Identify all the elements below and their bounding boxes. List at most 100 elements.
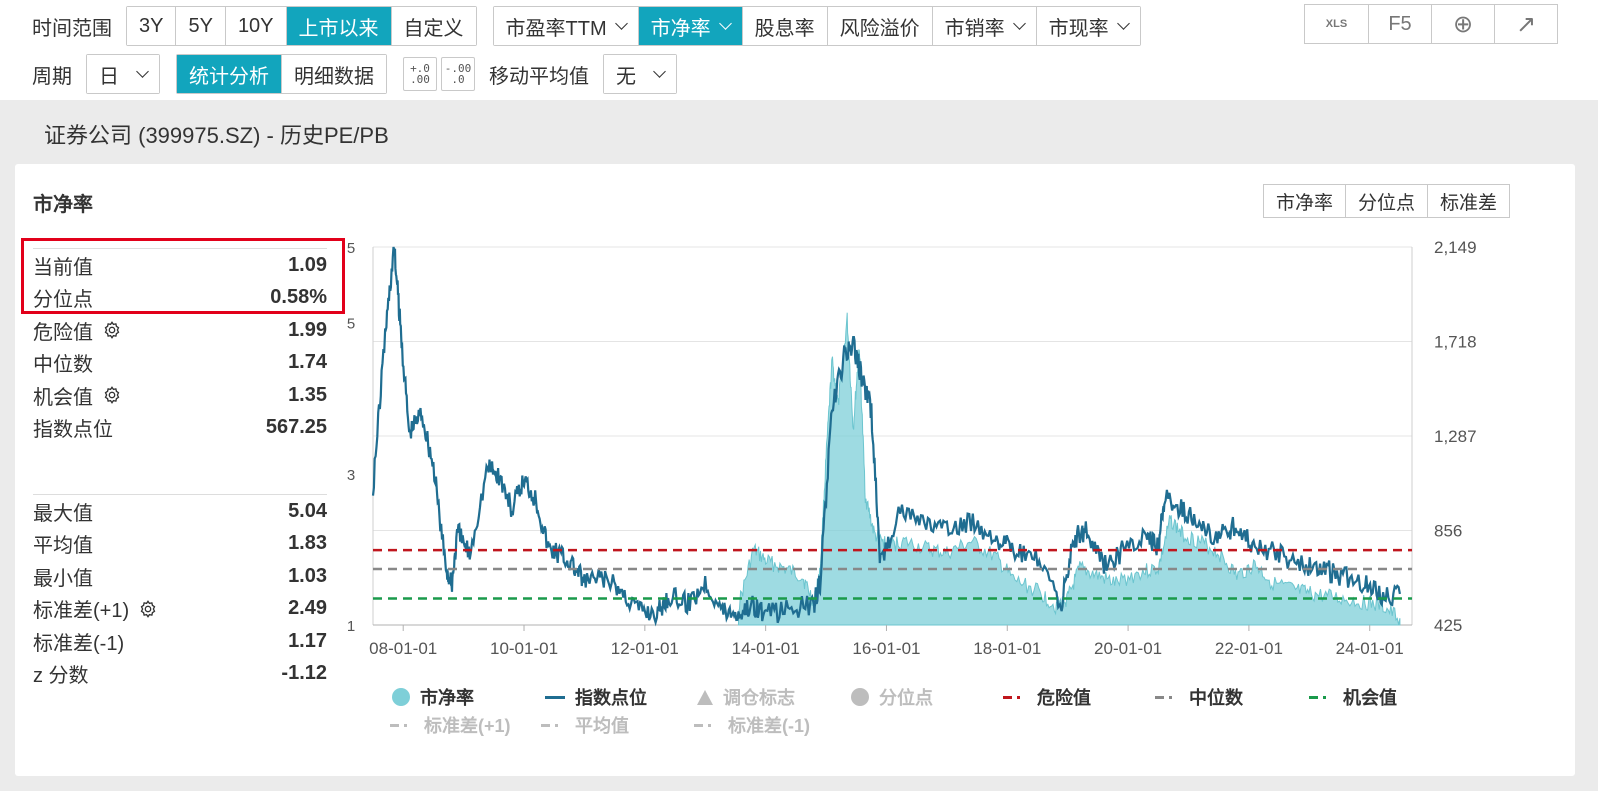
gear-icon[interactable] [139,599,157,618]
stat-label-text: 标准差(-1) [33,632,125,655]
add-icon[interactable]: ⊕ [1431,5,1494,43]
gear-icon[interactable] [103,386,121,405]
legend-label: 市净率 [420,688,474,708]
open-external-icon[interactable]: ↗ [1494,5,1557,43]
metric-tab-0[interactable]: 市盈率TTM [493,7,638,45]
metric-tab-2-label: 股息率 [754,17,815,40]
view-tab-0[interactable]: 统计分析 [177,55,281,93]
gear-icon[interactable] [103,321,121,340]
legend-item[interactable]: 中位数 [1155,684,1243,710]
stat-value: 1.03 [288,564,327,587]
period-value: 日 [99,65,119,88]
stat-label: z 分数 [33,659,89,688]
legend-item[interactable]: 调仓标志 [697,684,795,710]
action-icon-group: XLS F5 ⊕ ↗ [1304,4,1558,44]
period-select[interactable]: 日 [86,54,160,94]
ma-dropdown[interactable]: 无 [604,55,676,93]
stat-label-text: 平均值 [33,535,93,558]
time-range-4[interactable]: 自定义 [390,7,476,45]
circle-icon [851,688,869,706]
view-tab-1[interactable]: 明细数据 [281,55,386,93]
stat-label-text: 危险值 [33,321,93,344]
time-range-4-label: 自定义 [403,17,464,40]
dash-icon [541,723,565,727]
metric-tab-0-label: 市盈率TTM [505,17,607,40]
time-range-0-label: 3Y [139,14,164,37]
line-icon [545,695,565,699]
stat-label: 机会值 [33,381,121,410]
chevron-down-icon [1116,16,1130,30]
stat-label-text: 标准差(+1) [33,600,130,623]
metric-tab-4[interactable]: 市销率 [931,7,1036,45]
metric-tab-4-label: 市销率 [944,17,1005,40]
chevron-down-icon [136,64,149,78]
metric-tab-2[interactable]: 股息率 [741,7,827,45]
stat-row: 指数点位 567.25 [33,412,327,445]
period-dropdown[interactable]: 日 [87,55,159,93]
time-range-1-label: 5Y [188,14,213,37]
legend-item[interactable]: 标准差(+1) [390,712,511,738]
legend-label: 机会值 [1343,688,1397,708]
dash-icon [1155,695,1179,699]
ma-value: 无 [616,65,636,88]
stat-label: 当前值 [33,251,93,280]
stat-label-text: 机会值 [33,386,93,409]
metric-tab-1[interactable]: 市净率 [637,7,742,45]
legend-label: 危险值 [1037,688,1091,708]
decimal-increase-label: +.0 .00 [410,62,430,86]
legend-label: 平均值 [575,716,629,736]
stat-row: z 分数 -1.12 [33,658,327,691]
chart-mode-tab-0[interactable]: 市净率 [1264,185,1346,217]
view-tab-1-label: 明细数据 [294,65,374,88]
legend-item[interactable]: 市净率 [392,684,474,710]
time-range-2-label: 10Y [237,14,274,37]
xls-export-icon[interactable]: XLS [1325,18,1348,30]
legend-item[interactable]: 分位点 [851,684,933,710]
time-range-1[interactable]: 5Y [175,7,225,45]
legend-item[interactable]: 平均值 [541,712,629,738]
stat-value: 2.49 [288,597,327,620]
chevron-down-icon [653,64,666,78]
legend-item[interactable]: 指数点位 [545,684,647,710]
legend-item[interactable]: 机会值 [1309,684,1397,710]
legend-label: 调仓标志 [723,688,795,708]
refresh-icon[interactable]: F5 [1368,5,1431,43]
dash-icon [1003,695,1027,699]
stat-label-text: 当前值 [33,256,93,279]
stat-label: 分位点 [33,283,93,312]
chart-mode-tab-1-label: 分位点 [1358,192,1416,214]
stat-row: 平均值 1.83 [33,528,327,561]
stat-label: 中位数 [33,348,93,377]
chart-mode-tab-1[interactable]: 分位点 [1345,185,1428,217]
decimal-increase-button[interactable]: +.0 .00 [403,57,437,91]
chart-mode-tab-2[interactable]: 标准差 [1427,185,1510,217]
decimal-decrease-button[interactable]: -.00 .0 [441,57,475,91]
stat-value: 5.04 [288,499,327,522]
toolbar-row-2: 周期 日 统计分析 明细数据 +.0 .00 -.00 .0 移动平均值 无 [0,52,677,96]
metric-tab-3[interactable]: 风险溢价 [826,7,932,45]
stat-value: 0.58% [270,286,327,309]
stat-row: 当前值 1.09 [33,249,327,282]
stats-bottom: 最大值 5.04 平均值 1.83 最小值 1.03 标准差(+1) 2.49 标准差(-1) 1… [33,494,327,690]
stat-value: 1.09 [288,253,327,276]
metric-tab-5[interactable]: 市现率 [1035,7,1140,45]
stat-label-text: 指数点位 [33,419,113,442]
time-range-label: 时间范围 [32,17,112,40]
stat-label-text: z 分数 [33,665,89,688]
legend-label: 中位数 [1189,688,1243,708]
time-range-3[interactable]: 上市以来 [285,7,391,45]
highlight-box [21,238,345,314]
ma-select[interactable]: 无 [603,54,677,94]
dash-icon [390,723,414,727]
stat-row: 危险值 1.99 [33,314,327,347]
time-range-2[interactable]: 10Y [224,7,286,45]
period-label: 周期 [32,65,72,88]
time-range-0[interactable]: 3Y [127,7,176,45]
triangle-icon [697,689,713,705]
legend-item[interactable]: 危险值 [1003,684,1091,710]
legend-item[interactable]: 标准差(-1) [694,712,810,738]
stat-value: 1.35 [288,383,327,406]
legend-label: 分位点 [879,688,933,708]
legend-label: 标准差(-1) [728,716,810,736]
stat-label: 指数点位 [33,413,113,442]
